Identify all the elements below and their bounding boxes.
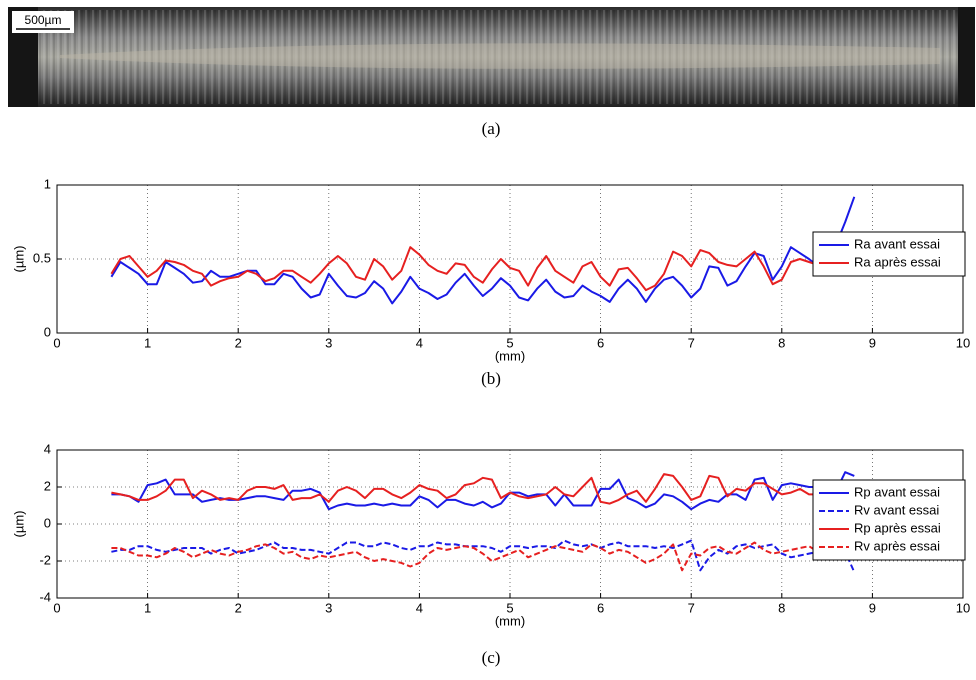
x-tick-label: 0 bbox=[53, 600, 60, 615]
legend-label: Rv avant essai bbox=[854, 502, 939, 517]
data-line bbox=[110, 196, 856, 305]
x-tick-label: 2 bbox=[235, 335, 242, 350]
y-tick-label: 2 bbox=[44, 478, 51, 493]
data-line bbox=[111, 541, 828, 572]
micrograph: 500µm bbox=[8, 7, 975, 107]
x-tick-label: 3 bbox=[325, 600, 332, 615]
legend-label: Rp après essai bbox=[854, 520, 941, 535]
x-tick-label: 4 bbox=[416, 600, 423, 615]
x-tick-label: 8 bbox=[778, 335, 785, 350]
x-tick-label: 6 bbox=[597, 335, 604, 350]
data-line bbox=[111, 539, 856, 573]
y-tick-label: 0 bbox=[44, 515, 51, 530]
x-tick-label: 7 bbox=[688, 600, 695, 615]
legend-label: Ra après essai bbox=[854, 254, 941, 269]
caption: (b) bbox=[481, 369, 501, 388]
x-tick-label: 9 bbox=[869, 335, 876, 350]
x-tick-label: 10 bbox=[956, 600, 970, 615]
chart: 0 1 2 3 4 5 6 7 8 9 10 -4 -2 0 2 4 (mm) (µm) Rp avant essa… bbox=[11, 441, 970, 628]
y-tick-label: -4 bbox=[39, 589, 51, 604]
x-tick-label: 5 bbox=[506, 600, 513, 615]
x-tick-label: 6 bbox=[597, 600, 604, 615]
y-tick-label: -2 bbox=[39, 552, 51, 567]
caption: (c) bbox=[482, 648, 501, 667]
y-tick-label: 0.5 bbox=[33, 250, 51, 265]
legend-label: Ra avant essai bbox=[854, 236, 940, 251]
data-line bbox=[111, 473, 828, 505]
x-tick-label: 8 bbox=[778, 600, 785, 615]
x-tick-label: 1 bbox=[144, 600, 151, 615]
y-axis-label: (µm) bbox=[11, 511, 26, 538]
x-tick-label: 5 bbox=[506, 335, 513, 350]
legend-box bbox=[812, 231, 966, 277]
scale-bar-label: 500µm bbox=[25, 13, 62, 27]
x-tick-label: 9 bbox=[869, 600, 876, 615]
y-tick-label: 4 bbox=[44, 441, 51, 456]
legend-label: Rv après essai bbox=[854, 538, 940, 553]
data-line bbox=[110, 246, 828, 292]
legend-label: Rp avant essai bbox=[854, 484, 940, 499]
x-tick-label: 3 bbox=[325, 335, 332, 350]
x-tick-label: 7 bbox=[688, 335, 695, 350]
y-tick-label: 1 bbox=[44, 176, 51, 191]
x-tick-label: 10 bbox=[956, 335, 970, 350]
x-tick-label: 4 bbox=[416, 335, 423, 350]
x-tick-label: 1 bbox=[144, 335, 151, 350]
chart: 0 1 2 3 4 5 6 7 8 9 10 0 0.5 1 (mm) (µm) Ra avant essai R… bbox=[11, 176, 970, 363]
x-axis-label: (mm) bbox=[495, 613, 525, 628]
caption: (a) bbox=[482, 119, 501, 138]
x-tick-label: 0 bbox=[53, 335, 60, 350]
y-tick-label: 0 bbox=[44, 324, 51, 339]
y-axis-label: (µm) bbox=[11, 246, 26, 273]
x-tick-label: 2 bbox=[235, 600, 242, 615]
x-axis-label: (mm) bbox=[495, 348, 525, 363]
